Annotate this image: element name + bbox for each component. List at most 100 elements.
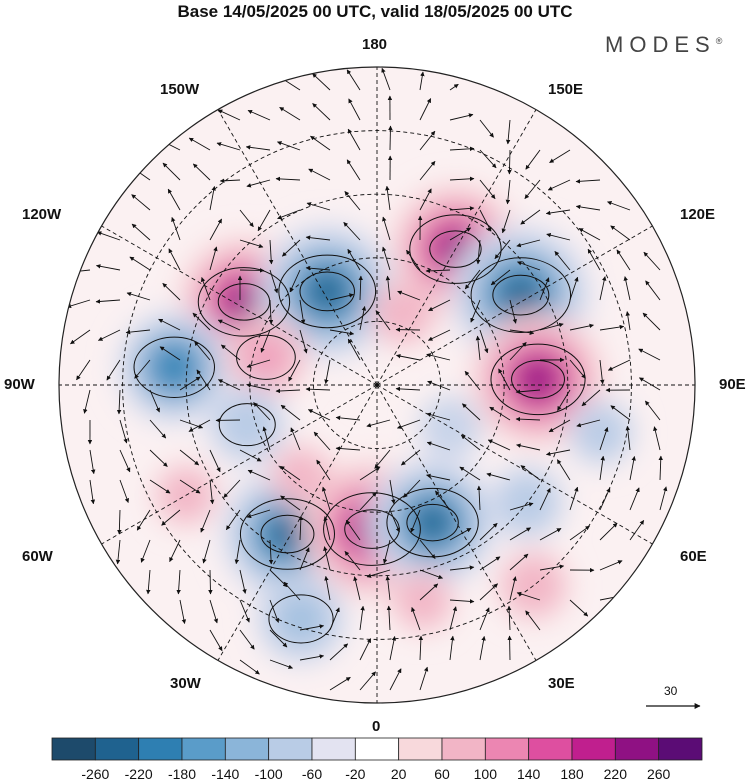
wind-vector <box>279 106 301 121</box>
wind-vector <box>200 509 211 533</box>
wind-vector <box>247 469 271 481</box>
wind-vector <box>479 583 498 601</box>
wind-vector <box>525 149 541 170</box>
wind-vector <box>464 370 481 391</box>
wind-vector <box>505 119 511 145</box>
lon-label-60e: 60E <box>680 548 707 565</box>
registered-mark: ® <box>715 36 723 46</box>
wind-vector <box>344 191 361 211</box>
wind-vector <box>545 449 571 456</box>
wind-vector <box>179 449 200 466</box>
wind-vector <box>312 73 331 91</box>
wind-vector <box>575 179 601 184</box>
wind-vector <box>462 403 481 421</box>
wind-vector <box>494 239 511 260</box>
wind-vector <box>209 599 219 624</box>
wind-vector <box>419 583 439 601</box>
lon-label-30e: 30E <box>548 675 575 692</box>
colorbar-box <box>614 737 660 761</box>
anomaly-core <box>156 349 192 385</box>
wind-vector <box>260 329 271 353</box>
wind-vector <box>329 607 340 631</box>
wind-vector <box>324 359 331 385</box>
wind-vector <box>359 466 381 481</box>
anomaly-core <box>290 466 311 486</box>
wind-vector <box>343 222 361 241</box>
colorbar-box <box>268 737 313 761</box>
wind-vector <box>381 67 391 91</box>
wind-vector <box>486 472 511 481</box>
wind-vector <box>169 539 181 563</box>
wind-vector <box>129 256 151 271</box>
meridian-line <box>376 384 653 545</box>
wind-vector <box>106 359 121 381</box>
wind-vector <box>136 509 151 531</box>
colorbar-box <box>51 737 96 761</box>
wind-vector <box>289 269 301 293</box>
wind-vector <box>629 487 640 511</box>
wind-vector <box>262 426 271 451</box>
meridian-line <box>101 225 378 386</box>
wind-vector <box>557 389 571 411</box>
wind-vector <box>131 223 151 241</box>
wind-vector <box>599 276 607 301</box>
wind-vector <box>507 149 512 175</box>
lon-label-90w: 90W <box>4 376 35 393</box>
wind-vector <box>479 522 498 541</box>
wind-vector <box>426 441 451 451</box>
wind-vector <box>347 248 361 271</box>
wind-vector <box>239 659 260 675</box>
wind-vector <box>268 239 274 265</box>
wind-vector <box>321 486 331 511</box>
wind-vector <box>329 329 355 336</box>
wind-vector <box>298 515 304 541</box>
wind-vector <box>149 479 171 494</box>
wind-vector <box>167 188 181 211</box>
wind-vector <box>70 329 91 345</box>
wind-vector <box>257 209 271 232</box>
wind-vector <box>359 638 372 661</box>
wind-vector <box>239 449 262 462</box>
wind-vector <box>209 218 222 241</box>
wind-vector <box>381 246 391 271</box>
lon-label-30w: 30W <box>170 675 201 692</box>
wind-vector <box>116 389 122 415</box>
wind-vector <box>131 194 151 211</box>
wind-vector <box>569 486 579 511</box>
wind-vector <box>427 380 451 391</box>
wind-vector <box>479 329 489 354</box>
wind-vector <box>509 553 529 571</box>
wind-vector <box>134 359 151 379</box>
wind-vector <box>487 439 511 451</box>
wind-vector <box>239 629 255 650</box>
wind-vector <box>396 419 421 429</box>
wind-vector <box>305 265 331 271</box>
wind-vector <box>283 581 301 601</box>
colorbar-box <box>181 737 226 761</box>
wind-vector <box>599 324 625 331</box>
wind-vector <box>396 353 421 361</box>
lon-label-180: 180 <box>362 36 388 53</box>
wind-vector <box>246 383 271 391</box>
wind-vector <box>268 539 274 565</box>
lon-label-150e: 150E <box>548 81 584 98</box>
wind-vector <box>95 299 121 304</box>
wind-vector <box>159 346 181 361</box>
wind-vector <box>149 389 160 413</box>
wind-vector <box>449 565 475 571</box>
wind-vector <box>277 209 301 220</box>
wind-vector <box>599 455 605 481</box>
wind-vector <box>449 206 475 211</box>
wind-vector <box>578 228 601 241</box>
colorbar-box <box>484 737 530 761</box>
anomaly-contour <box>490 343 586 416</box>
wind-vector <box>95 264 121 271</box>
wind-vector <box>299 624 325 631</box>
wind-vector <box>419 98 432 121</box>
anomaly-contour <box>406 503 459 542</box>
wind-vector <box>234 539 241 565</box>
wind-vector <box>359 605 365 631</box>
wind-vector <box>196 369 211 391</box>
wind-vector <box>426 473 451 481</box>
wind-vector <box>629 519 645 541</box>
